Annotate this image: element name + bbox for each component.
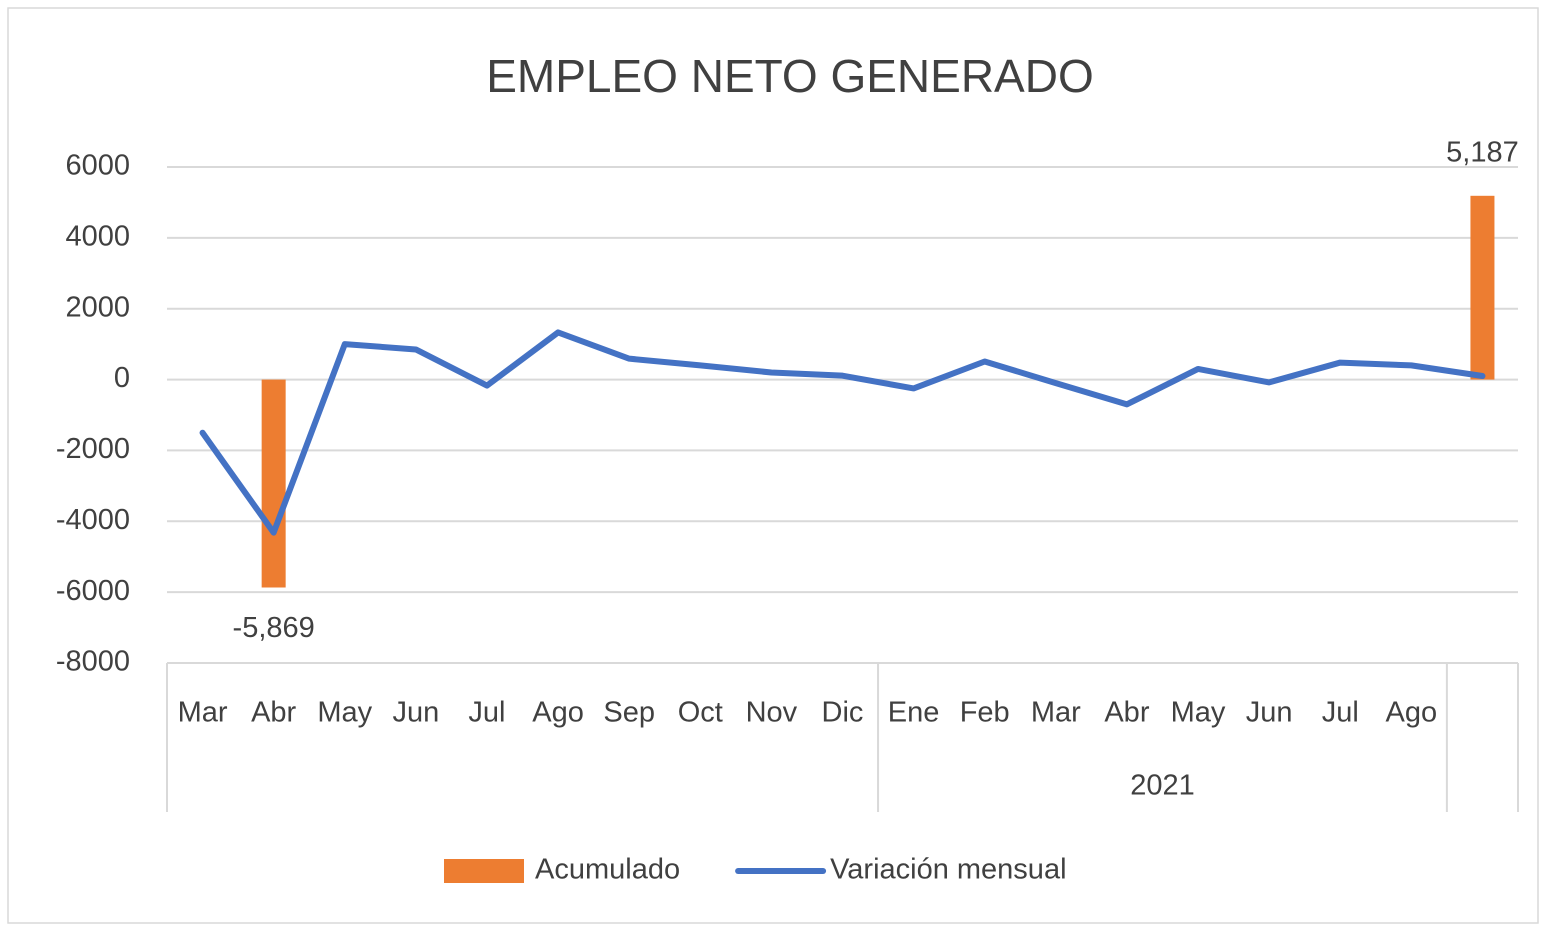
legend-swatch	[444, 859, 524, 883]
x-tick-label: Mar	[1031, 697, 1081, 729]
x-tick-label: Jun	[392, 697, 439, 729]
y-tick-label: -8000	[56, 646, 130, 678]
x-tick-label: Sep	[603, 697, 655, 729]
y-tick-label: 6000	[65, 150, 130, 182]
y-tick-label: -6000	[56, 575, 130, 607]
x-tick-label: Oct	[678, 697, 723, 729]
x-tick-label: Ene	[888, 697, 940, 729]
bar	[1470, 195, 1495, 380]
x-tick-label: Ago	[1386, 697, 1438, 729]
x-tick-label: May	[317, 697, 372, 729]
legend-label: Acumulado	[535, 854, 680, 886]
x-tick-label: May	[1171, 697, 1226, 729]
y-tick-label: 4000	[65, 221, 130, 253]
y-tick-label: -4000	[56, 504, 130, 536]
x-tick-label: Mar	[178, 697, 228, 729]
line	[199, 329, 1486, 536]
bar	[261, 379, 286, 588]
x-tick-label: Abr	[251, 697, 296, 729]
x-tick-label: Nov	[746, 697, 798, 729]
x-tick-label: Jul	[468, 697, 505, 729]
chart-border	[7, 7, 1539, 924]
y-tick-label: -2000	[56, 433, 130, 465]
x-tick-label: Jun	[1246, 697, 1293, 729]
x-tick-label: Jul	[1322, 697, 1359, 729]
x-tick-label: Dic	[822, 697, 864, 729]
chart-title: EMPLEO NETO GENERADO	[486, 50, 1094, 102]
x-tick-label: Feb	[960, 697, 1010, 729]
x-tick-label: Ago	[532, 697, 584, 729]
legend-label: Variación mensual	[830, 854, 1066, 886]
x-tick-label: Abr	[1104, 697, 1149, 729]
y-tick-label: 0	[114, 362, 130, 394]
y-tick-label: 2000	[65, 291, 130, 323]
data-label: -5,869	[233, 612, 315, 644]
data-label: 5,187	[1446, 136, 1519, 168]
group-label: 2021	[1130, 770, 1195, 802]
